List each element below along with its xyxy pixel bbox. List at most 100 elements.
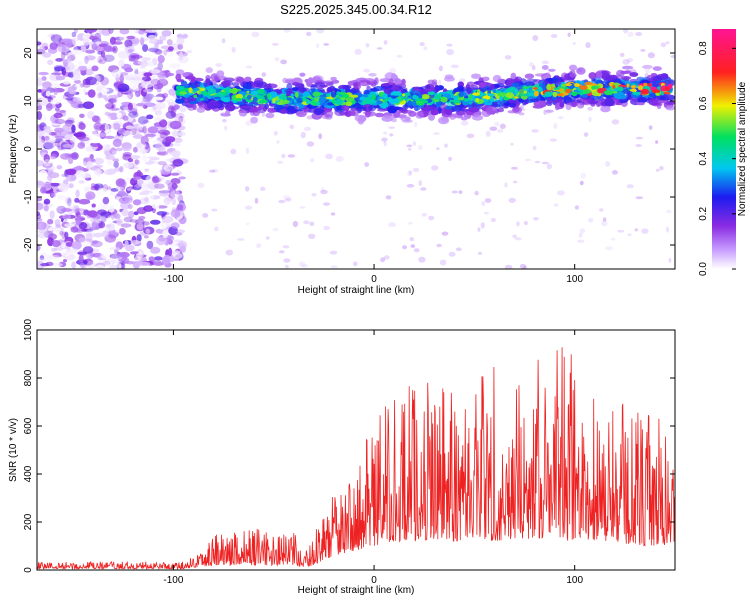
heatmap-cell xyxy=(432,79,438,85)
heatmap-cell xyxy=(644,68,651,74)
heatmap-cell xyxy=(368,104,377,112)
heatmap-cell xyxy=(390,73,397,80)
heatmap-cell xyxy=(74,84,81,88)
heatmap-cells xyxy=(37,29,675,269)
heatmap-cell xyxy=(151,48,162,54)
heatmap-cell xyxy=(150,75,157,80)
heatmap-cell xyxy=(310,84,316,92)
heatmap-cell xyxy=(136,252,144,259)
heatmap-cell xyxy=(504,264,513,269)
heatmap-cell xyxy=(388,78,394,85)
heatmap-cell xyxy=(112,122,121,130)
y-tick-label: 10 xyxy=(23,95,34,107)
heatmap-cell xyxy=(489,97,494,102)
heatmap-cell xyxy=(643,82,648,87)
heatmap-cell xyxy=(365,43,370,48)
heatmap-cell xyxy=(160,78,167,83)
heatmap-cell xyxy=(43,205,49,212)
heatmap-cell xyxy=(396,54,403,58)
heatmap-cell xyxy=(326,82,334,87)
heatmap-cell xyxy=(281,94,287,101)
heatmap-cell xyxy=(112,262,123,269)
heatmap-cell xyxy=(316,29,325,34)
heatmap-cell xyxy=(42,52,52,58)
x-tick-label: -100 xyxy=(163,575,183,586)
heatmap-cell xyxy=(37,41,42,46)
heatmap-cell xyxy=(620,70,627,75)
heatmap-cell xyxy=(137,60,146,65)
heatmap-cell xyxy=(156,112,164,122)
heatmap-cell xyxy=(601,220,608,227)
heatmap-cell xyxy=(157,55,165,64)
heatmap-cell xyxy=(543,109,547,115)
snr-series-line xyxy=(37,347,675,570)
heatmap-cell xyxy=(363,68,370,73)
heatmap-cell xyxy=(513,96,519,99)
heatmap-cell xyxy=(37,257,46,262)
heatmap-cell xyxy=(381,83,391,87)
heatmap-cell xyxy=(655,168,660,172)
heatmap-cell xyxy=(588,116,592,123)
heatmap-cell xyxy=(71,46,78,51)
heatmap-cell xyxy=(54,135,65,139)
heatmap-cell xyxy=(595,71,603,79)
heatmap-cell xyxy=(130,177,138,186)
heatmap-cell xyxy=(141,221,150,226)
heatmap-cell xyxy=(62,65,70,72)
heatmap-cell xyxy=(553,203,559,207)
heatmap-cell xyxy=(141,76,152,82)
heatmap-cell xyxy=(450,64,459,69)
heatmap-cell xyxy=(561,72,569,80)
heatmap-cell xyxy=(37,213,42,220)
heatmap-cell xyxy=(82,38,90,46)
heatmap-cell xyxy=(468,107,480,113)
heatmap-cell xyxy=(65,62,75,71)
heatmap-cell xyxy=(265,83,278,89)
heatmap-cell xyxy=(327,88,334,93)
heatmap-cell xyxy=(584,102,591,106)
heatmap-cell xyxy=(602,217,607,222)
heatmap-cell xyxy=(627,31,634,37)
heatmap-cell xyxy=(164,72,175,77)
heatmap-cell xyxy=(637,97,648,104)
heatmap-cell xyxy=(458,190,463,195)
heatmap-cell xyxy=(175,229,186,234)
heatmap-cell xyxy=(433,98,440,103)
heatmap-cell xyxy=(123,216,133,223)
heatmap-cell xyxy=(597,88,604,94)
heatmap-cell xyxy=(43,198,51,205)
heatmap-cell xyxy=(605,246,613,251)
heatmap-cell xyxy=(71,38,79,42)
heatmap-cell xyxy=(541,65,549,70)
heatmap-cell xyxy=(161,215,174,224)
heatmap-cell xyxy=(480,222,485,229)
heatmap-cell xyxy=(403,92,411,97)
heatmap-cell xyxy=(79,113,85,119)
heatmap-cell xyxy=(272,227,279,232)
heatmap-cell xyxy=(402,93,406,97)
heatmap-cell xyxy=(115,186,125,191)
heatmap-cell xyxy=(388,126,395,129)
heatmap-cell xyxy=(82,101,95,109)
x-tick-label: 0 xyxy=(371,575,377,586)
heatmap-cell xyxy=(666,226,669,233)
heatmap-cell xyxy=(507,110,516,114)
heatmap-cell xyxy=(155,102,166,110)
heatmap-cell xyxy=(138,261,151,266)
heatmap-cell xyxy=(132,261,140,269)
heatmap-cell xyxy=(109,253,120,259)
heatmap-cell xyxy=(553,122,558,130)
heatmap-cell xyxy=(111,98,117,103)
heatmap-cell xyxy=(549,138,558,142)
heatmap-cell xyxy=(154,183,165,189)
heatmap-cell xyxy=(108,204,115,213)
heatmap-cell xyxy=(282,245,290,249)
heatmap-cell xyxy=(144,168,150,172)
heatmap-cell xyxy=(170,172,180,176)
heatmap-cell xyxy=(37,55,45,62)
heatmap-cell xyxy=(222,97,231,103)
heatmap-cell xyxy=(117,190,126,196)
heatmap-cell xyxy=(108,29,114,34)
heatmap-cell xyxy=(533,216,539,221)
heatmap-cell xyxy=(146,114,154,120)
